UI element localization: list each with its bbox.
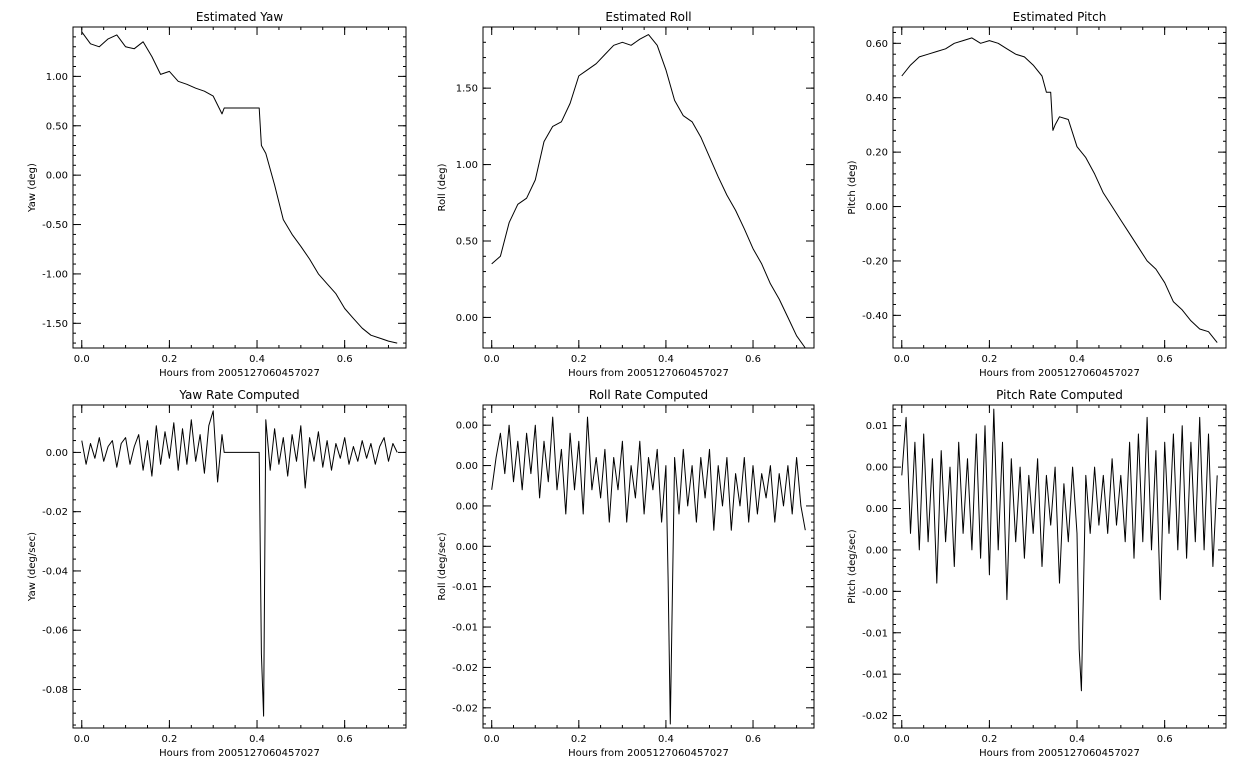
x-tick-label: 0.2: [161, 354, 177, 365]
y-tick-label: -0.01: [452, 582, 478, 593]
y-tick-label: 0.00: [456, 461, 478, 472]
y-tick-label: -0.02: [452, 703, 478, 714]
y-tick-label: 1.00: [46, 72, 68, 83]
chart-title: Roll Rate Computed: [589, 388, 708, 402]
x-axis-label: Hours from 2005127060457027: [979, 368, 1140, 379]
y-tick-label: -0.08: [42, 685, 68, 696]
y-axis-label: Pitch (deg/sec): [847, 529, 858, 604]
y-tick-label: -0.02: [862, 711, 888, 722]
y-tick-label: 0.00: [866, 202, 888, 213]
plot-frame: [892, 26, 1227, 349]
y-tick-label: -0.50: [42, 220, 68, 231]
y-tick-label: -0.40: [862, 311, 888, 322]
x-tick-label: 0.0: [74, 734, 90, 745]
y-tick-label: 0.00: [456, 501, 478, 512]
chart-title: Estimated Pitch: [1013, 10, 1107, 24]
x-tick-label: 0.4: [658, 354, 674, 365]
y-tick-label: -0.04: [42, 566, 68, 577]
plot-frame: [72, 26, 407, 349]
y-tick-label: 1.00: [456, 160, 478, 171]
y-tick-label: 0.40: [866, 93, 888, 104]
x-tick-label: 0.2: [571, 734, 587, 745]
y-tick-label: 1.50: [456, 84, 478, 95]
chart-title: Estimated Roll: [605, 10, 691, 24]
x-tick-label: 0.0: [894, 354, 910, 365]
plot-frame: [72, 404, 407, 729]
series-line-yaw: [81, 31, 398, 344]
y-tick-label: 0.20: [866, 148, 888, 159]
x-tick-label: 0.2: [981, 354, 997, 365]
x-axis-label: Hours from 2005127060457027: [568, 368, 729, 379]
series-line-pitch: [901, 37, 1218, 343]
y-tick-label: -0.01: [862, 628, 888, 639]
y-tick-label: -1.00: [42, 269, 68, 280]
chart-roll: Estimated Roll Hours from 200512706045702…: [437, 10, 815, 379]
chart-pitch: Estimated Pitch Hours from 20051270604570…: [847, 10, 1227, 379]
x-tick-label: 0.0: [894, 734, 910, 745]
y-axis-label: Pitch (deg): [847, 160, 858, 214]
y-tick-label: -0.01: [452, 623, 478, 634]
x-tick-label: 0.2: [161, 734, 177, 745]
x-tick-label: 0.0: [484, 734, 500, 745]
x-tick-label: 0.4: [249, 734, 265, 745]
x-axis-label: Hours from 2005127060457027: [979, 748, 1140, 759]
y-tick-label: 0.01: [866, 421, 888, 432]
x-axis-label: Hours from 2005127060457027: [159, 368, 320, 379]
y-tick-label: -0.20: [862, 256, 888, 267]
x-tick-label: 0.6: [745, 734, 761, 745]
x-axis-label: Hours from 2005127060457027: [568, 748, 729, 759]
series-line-pitch-rate: [901, 408, 1218, 692]
x-tick-label: 0.6: [337, 354, 353, 365]
y-tick-label: -0.01: [862, 670, 888, 681]
x-tick-label: 0.4: [1069, 354, 1085, 365]
x-tick-label: 0.2: [571, 354, 587, 365]
y-tick-label: 0.50: [456, 237, 478, 248]
x-tick-label: 0.4: [658, 734, 674, 745]
chart-title: Yaw Rate Computed: [178, 388, 299, 402]
x-tick-label: 0.2: [981, 734, 997, 745]
y-tick-label: 0.00: [456, 421, 478, 432]
series-line-roll-rate: [491, 416, 806, 725]
y-tick-label: -0.02: [42, 507, 68, 518]
chart-title: Estimated Yaw: [196, 10, 283, 24]
y-tick-label: -0.02: [452, 663, 478, 674]
chart-pitch-rate: Pitch Rate Computed Hours from 2005127060…: [847, 388, 1227, 759]
x-tick-label: 0.4: [249, 354, 265, 365]
x-tick-label: 0.6: [745, 354, 761, 365]
series-line-yaw-rate: [81, 410, 398, 717]
x-tick-label: 0.0: [74, 354, 90, 365]
chart-yaw-rate: Yaw Rate Computed Hours from 200512706045…: [27, 388, 407, 759]
chart-roll-rate: Roll Rate Computed Hours from 20051270604…: [437, 388, 815, 759]
y-tick-label: 0.00: [46, 171, 68, 182]
y-tick-label: -1.50: [42, 319, 68, 330]
plot-frame: [482, 26, 815, 349]
series-line-roll: [491, 34, 806, 349]
y-tick-label: 0.00: [456, 313, 478, 324]
y-axis-label: Yaw (deg): [27, 163, 38, 213]
y-tick-label: 0.60: [866, 39, 888, 50]
y-tick-label: 0.00: [866, 545, 888, 556]
y-tick-label: 0.50: [46, 121, 68, 132]
y-axis-label: Roll (deg/sec): [437, 532, 448, 600]
y-axis-label: Yaw (deg/sec): [27, 532, 38, 602]
plot-frame: [892, 404, 1227, 729]
y-tick-label: 0.00: [866, 504, 888, 515]
x-axis-label: Hours from 2005127060457027: [159, 748, 320, 759]
x-tick-label: 0.6: [1157, 734, 1173, 745]
y-tick-label: -0.00: [862, 587, 888, 598]
y-tick-label: 0.00: [866, 463, 888, 474]
x-tick-label: 0.0: [484, 354, 500, 365]
y-tick-label: 0.00: [456, 542, 478, 553]
plot-frame: [482, 404, 815, 729]
x-tick-label: 0.6: [337, 734, 353, 745]
y-tick-label: -0.06: [42, 626, 68, 637]
y-tick-label: 0.00: [46, 448, 68, 459]
x-tick-label: 0.6: [1157, 354, 1173, 365]
chart-yaw: Estimated Yaw Hours from 2005127060457027…: [27, 10, 407, 379]
y-axis-label: Roll (deg): [437, 163, 448, 211]
chart-title: Pitch Rate Computed: [996, 388, 1123, 402]
x-tick-label: 0.4: [1069, 734, 1085, 745]
